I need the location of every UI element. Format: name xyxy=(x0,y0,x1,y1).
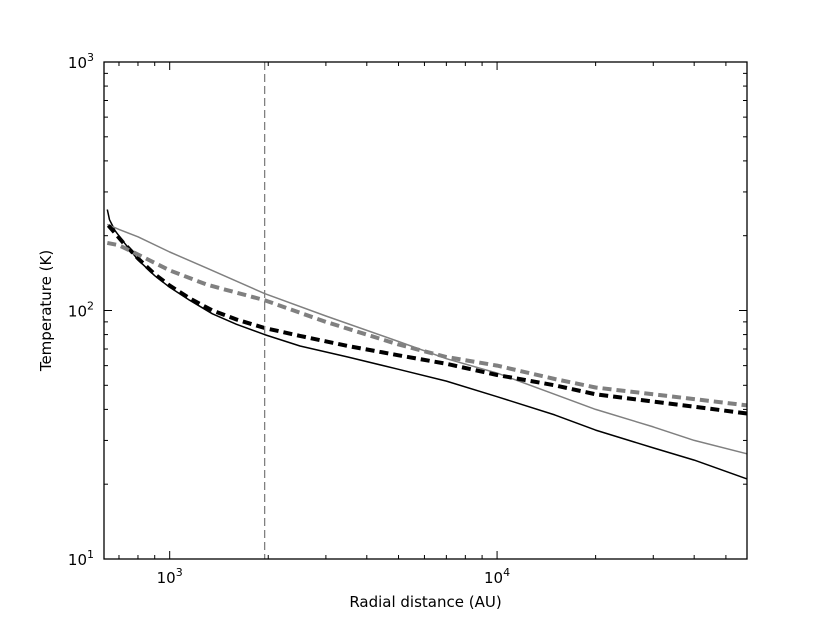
plot-frame xyxy=(103,61,748,560)
series-line-4 xyxy=(106,240,748,408)
y-tick-label: 101 xyxy=(68,548,94,569)
x-axis-label: Radial distance (AU) xyxy=(349,593,501,611)
y-axis-label: Temperature (K) xyxy=(37,250,55,372)
series-layer xyxy=(106,209,748,480)
y-tick-label: 103 xyxy=(68,51,94,72)
x-tick-label: 103 xyxy=(157,566,183,587)
series-line-2 xyxy=(107,223,748,455)
tick-label-layer: 103 104 101 102 103 xyxy=(68,51,510,587)
y-tick-label: 102 xyxy=(68,300,94,321)
x-tick-label: 104 xyxy=(484,566,510,587)
plot-background xyxy=(104,62,747,559)
series-line-3 xyxy=(106,224,748,416)
